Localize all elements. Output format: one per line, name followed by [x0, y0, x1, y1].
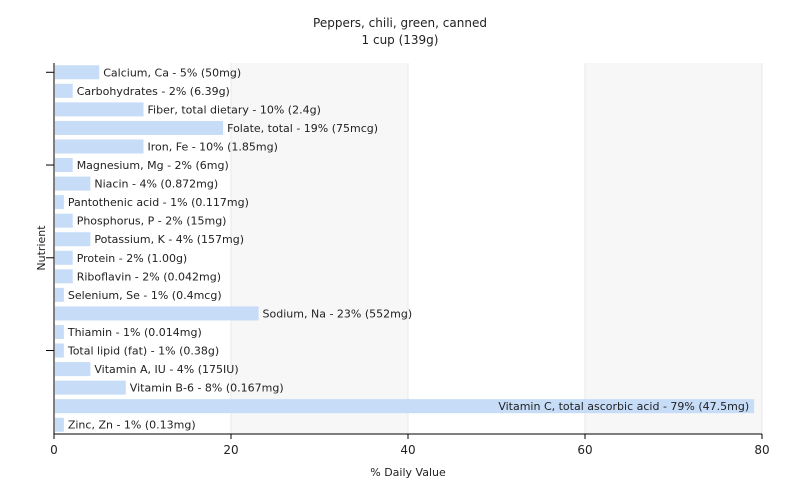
bar: [55, 120, 224, 135]
bar: [55, 306, 259, 321]
bar-label: Phosphorus, P - 2% (15mg): [77, 215, 227, 228]
bar-label: Carbohydrates - 2% (6.39g): [77, 85, 230, 98]
bar-label: Sodium, Na - 23% (552mg): [263, 307, 413, 320]
bar-label: Zinc, Zn - 1% (0.13mg): [68, 419, 196, 432]
x-tick-label: 80: [754, 443, 769, 457]
x-axis-label: % Daily Value: [370, 466, 446, 479]
bar: [55, 176, 91, 191]
plot-band: [408, 63, 585, 434]
bar-label: Vitamin B-6 - 8% (0.167mg): [130, 382, 284, 395]
x-tick-label: 20: [223, 443, 238, 457]
bar-label: Vitamin A, IU - 4% (175IU): [94, 363, 238, 376]
bar: [55, 139, 144, 154]
x-tick-label: 0: [50, 443, 58, 457]
y-axis-label: Nutrient: [35, 225, 48, 271]
bar: [55, 417, 64, 432]
bar-label: Iron, Fe - 10% (1.85mg): [148, 140, 278, 153]
bar: [55, 324, 64, 339]
bar-labels: Calcium, Ca - 5% (50mg) Carbohydrates - 2…: [67, 66, 749, 431]
bar: [55, 232, 91, 247]
bars: [55, 65, 755, 432]
bar: [55, 250, 73, 265]
bar-label: Protein - 2% (1.00g): [77, 252, 188, 265]
x-tick-label: 40: [400, 443, 415, 457]
bar-label: Magnesium, Mg - 2% (6mg): [77, 159, 229, 172]
plot-band: [54, 63, 231, 434]
bar: [55, 195, 64, 210]
bar: [55, 362, 91, 377]
bar: [55, 287, 64, 302]
bar-label: Riboflavin - 2% (0.042mg): [77, 270, 221, 283]
bar: [55, 380, 126, 395]
plot-band: [585, 63, 762, 434]
bar: [55, 102, 144, 117]
bar-label: Niacin - 4% (0.872mg): [94, 178, 218, 191]
bar-label: Pantothenic acid - 1% (0.117mg): [68, 196, 249, 209]
x-tick-label: 60: [577, 443, 592, 457]
bar: [55, 83, 73, 98]
plot-band: [231, 63, 408, 434]
bar: [55, 343, 64, 358]
bar-label: Thiamin - 1% (0.014mg): [67, 326, 202, 339]
bar-label: Calcium, Ca - 5% (50mg): [103, 66, 241, 79]
bar-label: Potassium, K - 4% (157mg): [94, 233, 244, 246]
chart-title: Peppers, chili, green, canned: [313, 16, 487, 30]
gridlines: [230, 63, 763, 434]
chart-subtitle: 1 cup (139g): [362, 33, 439, 47]
bar: [55, 269, 73, 284]
bar-label: Total lipid (fat) - 1% (0.38g): [67, 345, 219, 358]
bar-label: Folate, total - 19% (75mcg): [227, 122, 378, 135]
bar: [55, 158, 73, 173]
bar: [55, 213, 73, 228]
bar: [55, 399, 755, 414]
bar: [55, 65, 100, 80]
bar-label: Selenium, Se - 1% (0.4mcg): [68, 289, 222, 302]
x-ticks: 0 20 40 60 80: [50, 434, 770, 457]
bar-label: Fiber, total dietary - 10% (2.4g): [148, 103, 321, 116]
bar-label: Vitamin C, total ascorbic acid - 79% (47…: [498, 400, 749, 413]
